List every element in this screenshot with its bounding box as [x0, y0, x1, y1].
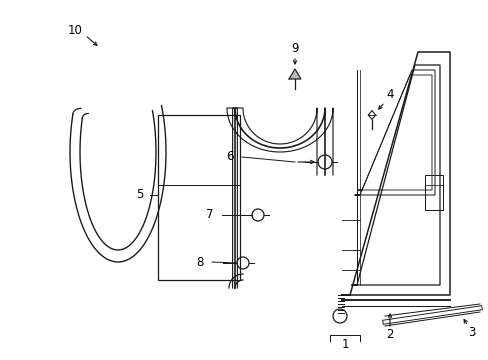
Polygon shape: [288, 69, 301, 79]
Text: 4: 4: [386, 89, 393, 102]
Text: 10: 10: [67, 23, 82, 36]
Bar: [424, 175, 442, 210]
Text: 2: 2: [386, 328, 393, 342]
Text: 7: 7: [206, 208, 213, 221]
Text: 5: 5: [136, 189, 143, 202]
Text: 3: 3: [468, 325, 475, 338]
Text: 6: 6: [226, 150, 233, 163]
Text: 8: 8: [196, 256, 203, 269]
Text: 9: 9: [291, 41, 298, 54]
Text: 1: 1: [341, 338, 348, 351]
Bar: [158, 115, 240, 280]
